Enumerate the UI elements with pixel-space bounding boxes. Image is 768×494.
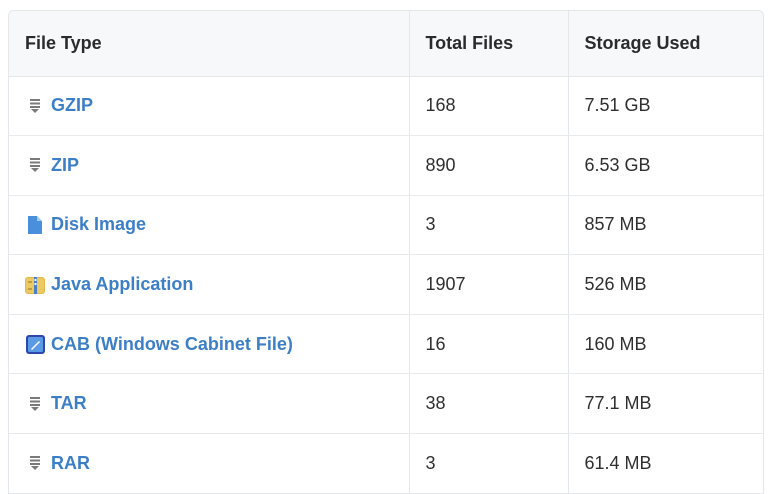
storage-used-cell: 6.53 GB <box>567 135 763 196</box>
file-type-link-gzip[interactable]: GZIP <box>51 95 94 116</box>
file-type-cell: CAB (Windows Cabinet File) <box>9 314 409 375</box>
storage-used-cell: 857 MB <box>567 195 763 256</box>
file-type-cell: RAR <box>9 433 409 494</box>
file-type-table: File Type Total Files Storage Used GZIP … <box>9 11 763 494</box>
java-archive-icon <box>25 275 45 295</box>
storage-used-cell: 7.51 GB <box>567 76 763 137</box>
document-icon <box>25 215 45 235</box>
total-files-cell: 890 <box>408 135 568 196</box>
archive-icon <box>25 155 45 175</box>
total-files-cell: 38 <box>408 373 568 435</box>
column-header-total-files[interactable]: Total Files <box>408 11 568 77</box>
file-type-link-disk-image[interactable]: Disk Image <box>51 214 147 235</box>
archive-icon <box>25 453 45 473</box>
table-row: RAR 3 61.4 MB <box>9 433 763 494</box>
table-row: Java Application 1907 526 MB <box>9 254 763 315</box>
table-row: ZIP 890 6.53 GB <box>9 135 763 196</box>
total-files-cell: 1907 <box>408 254 568 315</box>
storage-used-cell: 77.1 MB <box>567 373 763 435</box>
archive-icon <box>25 394 45 414</box>
table-row: Disk Image 3 857 MB <box>9 195 763 256</box>
archive-icon <box>25 96 45 116</box>
column-header-storage-used[interactable]: Storage Used <box>567 11 763 77</box>
total-files-cell: 3 <box>408 195 568 256</box>
storage-used-cell: 61.4 MB <box>567 433 763 494</box>
file-type-table-container: File Type Total Files Storage Used GZIP … <box>8 10 764 494</box>
file-type-cell: Java Application <box>9 254 409 315</box>
file-type-cell: TAR <box>9 373 409 435</box>
table-row: GZIP 168 7.51 GB <box>9 76 763 137</box>
table-header-row: File Type Total Files Storage Used <box>9 11 763 77</box>
file-type-cell: ZIP <box>9 135 409 196</box>
file-type-link-tar[interactable]: TAR <box>51 393 87 414</box>
total-files-cell: 168 <box>408 76 568 137</box>
storage-used-cell: 526 MB <box>567 254 763 315</box>
file-type-link-zip[interactable]: ZIP <box>51 154 80 175</box>
file-type-link-rar[interactable]: RAR <box>51 452 90 473</box>
file-type-link-cab[interactable]: CAB (Windows Cabinet File) <box>51 333 293 354</box>
total-files-cell: 3 <box>408 433 568 494</box>
table-row: TAR 38 77.1 MB <box>9 373 763 435</box>
file-type-cell: GZIP <box>9 76 409 137</box>
storage-used-cell: 160 MB <box>567 314 763 375</box>
column-header-file-type[interactable]: File Type <box>9 11 409 77</box>
table-row: CAB (Windows Cabinet File) 16 160 MB <box>9 314 763 375</box>
file-type-cell: Disk Image <box>9 195 409 256</box>
file-type-link-java-application[interactable]: Java Application <box>51 274 194 295</box>
cabinet-icon <box>25 334 45 354</box>
total-files-cell: 16 <box>408 314 568 375</box>
